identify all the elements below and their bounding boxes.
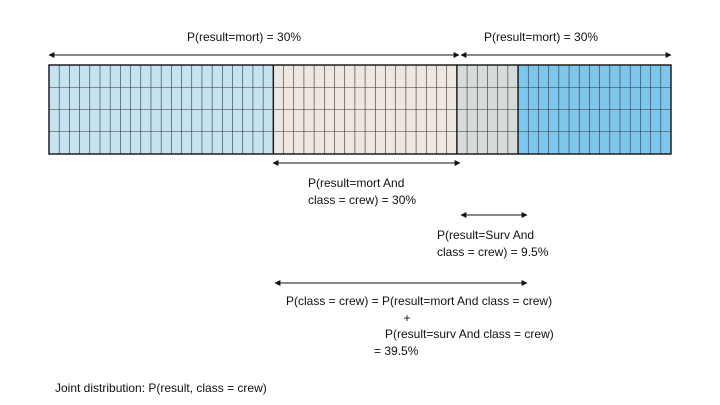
top-right-probability-label: P(result=mort) = 30%: [484, 30, 599, 44]
mort-crew-label-line1: P(result=mort And: [308, 176, 405, 190]
crew-total-label-line2: P(result=surv And class = crew): [385, 327, 554, 341]
surv-crew-label-line1: P(result=Surv And: [437, 228, 535, 242]
probability-grid: [48, 64, 672, 155]
grid-border: [48, 64, 672, 155]
crew-total-label-line1: P(class = crew) = P(result=mort And clas…: [286, 294, 553, 308]
top-left-probability-label: P(result=mort) = 30%: [187, 30, 302, 44]
mort-crew-label-line2: class = crew) = 30%: [308, 193, 417, 207]
surv-crew-label-line2: class = crew) = 9.5%: [437, 245, 549, 259]
diagram-caption: Joint distribution: P(result, class = cr…: [55, 381, 267, 395]
crew-total-label-line3: = 39.5%: [374, 344, 419, 358]
crew-total-plus-sign: +: [403, 311, 411, 325]
